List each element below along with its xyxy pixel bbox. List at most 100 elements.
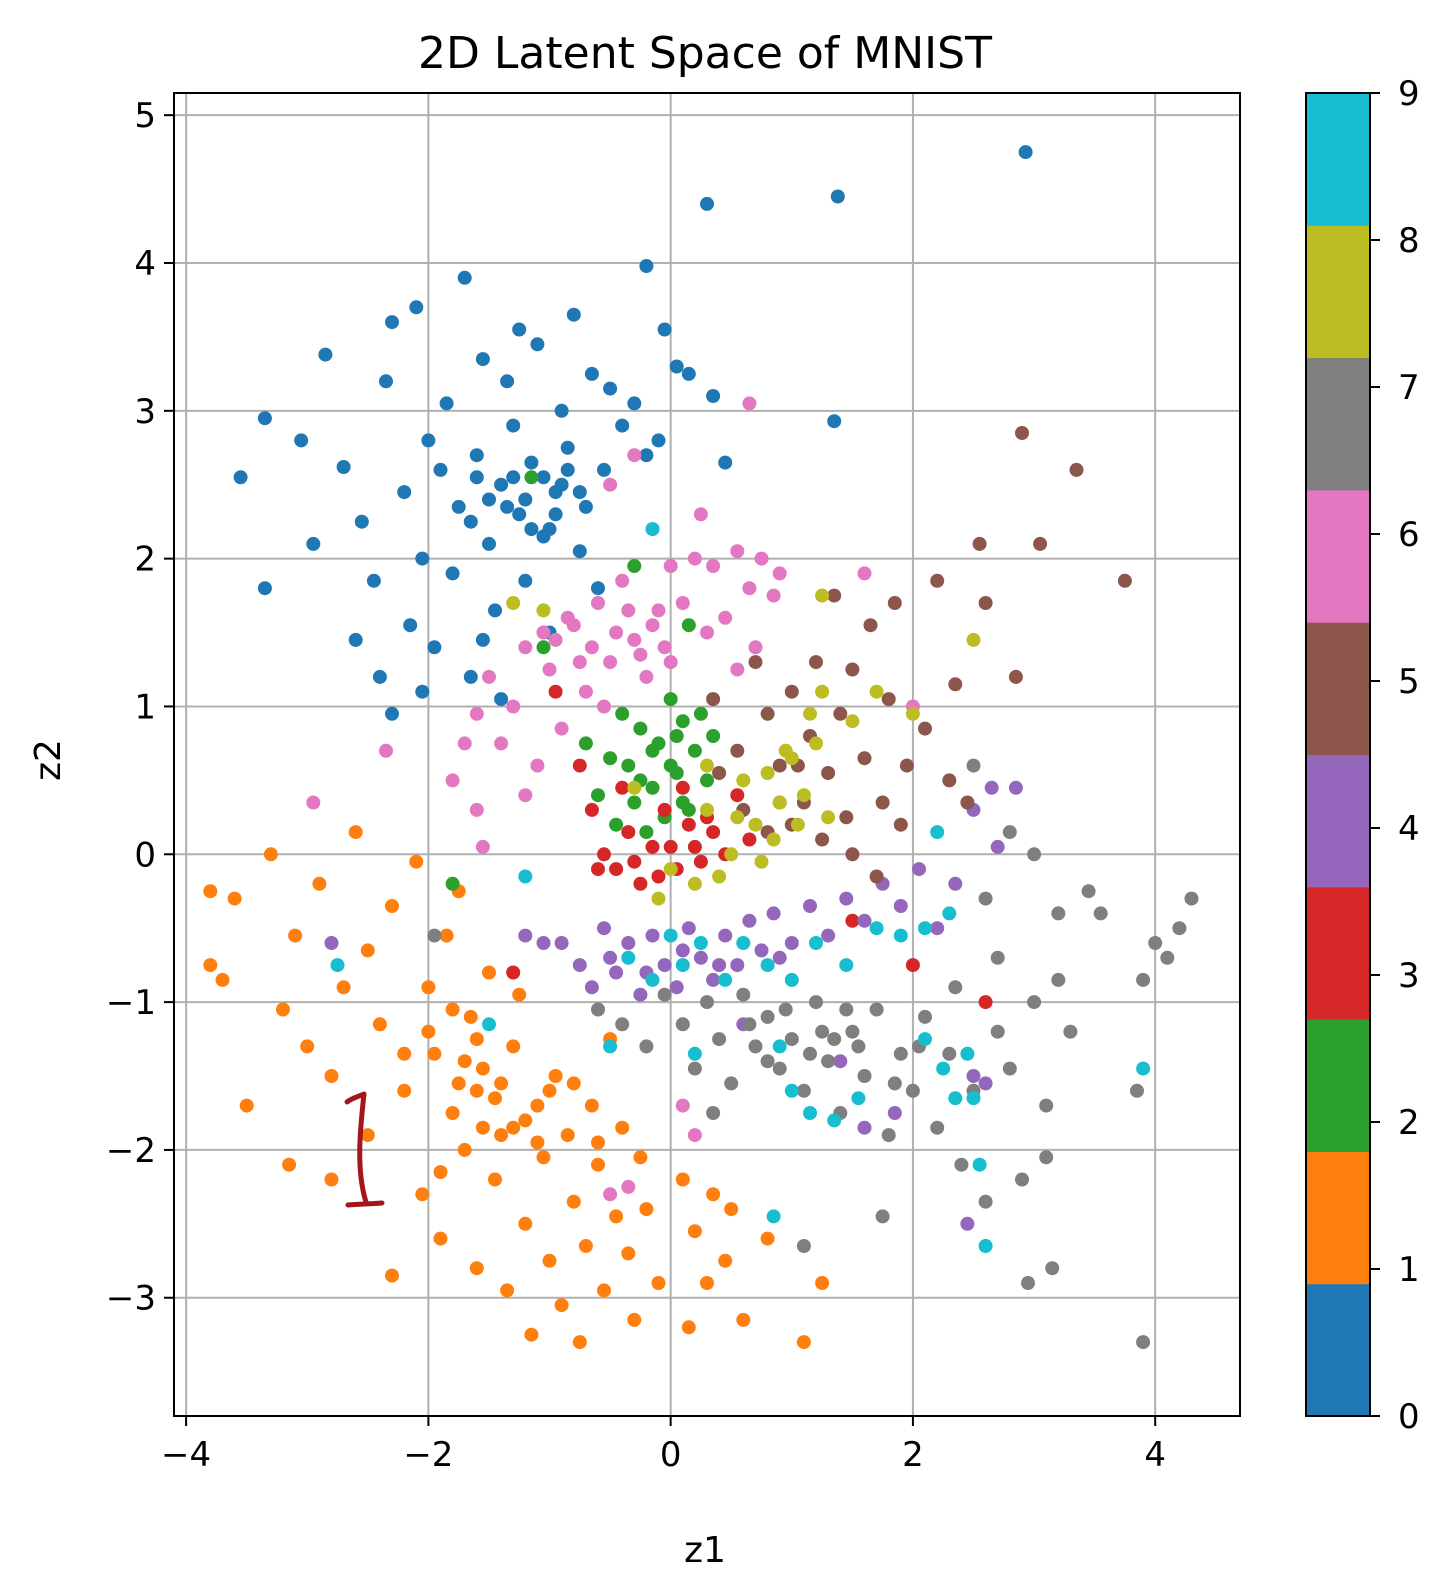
data-point-digit-6: [730, 544, 745, 559]
data-point-digit-7: [1136, 972, 1151, 987]
data-point-digit-3: [730, 788, 745, 803]
colorbar: 0 1 2 3 4 5 6 7 8 9: [1305, 74, 1420, 1437]
data-point-digit-7: [803, 1046, 817, 1061]
data-point-digit-6: [572, 655, 587, 670]
data-point-digit-4: [966, 1069, 981, 1083]
data-point-digit-6: [542, 662, 557, 677]
data-point-digit-5: [833, 706, 848, 721]
data-point-digit-6: [457, 736, 472, 751]
data-point-digit-6: [548, 632, 563, 647]
data-point-digit-5: [1117, 573, 1132, 588]
data-point-digit-6: [742, 396, 757, 411]
data-point-digit-9: [603, 1039, 618, 1054]
data-point-digit-1: [215, 972, 230, 987]
colorbar-tick-label: 9: [1398, 74, 1420, 114]
data-point-digit-9: [803, 1106, 817, 1120]
data-point-digit-7: [930, 1120, 945, 1135]
data-point-digit-8: [736, 773, 751, 788]
data-point-digit-6: [615, 573, 630, 588]
data-point-digit-7: [591, 1002, 605, 1017]
data-point-digit-0: [469, 470, 484, 485]
data-point-digit-2: [633, 721, 648, 736]
data-point-digit-6: [706, 559, 721, 573]
data-point-digit-0: [482, 492, 496, 507]
data-point-digit-0: [578, 499, 593, 514]
data-point-digit-0: [421, 433, 436, 448]
data-point-digit-0: [681, 366, 696, 381]
x-tick-label: −2: [403, 1435, 453, 1475]
data-point-digit-2: [706, 729, 721, 743]
data-point-digit-4: [930, 921, 945, 936]
data-point-digit-0: [415, 551, 430, 566]
data-point-digit-0: [518, 492, 533, 507]
data-point-digit-4: [706, 972, 721, 987]
data-point-digit-3: [693, 854, 708, 869]
data-point-digit-8: [748, 817, 763, 832]
data-point-digit-1: [409, 854, 424, 869]
data-point-digit-7: [1063, 1024, 1078, 1039]
data-point-digit-5: [748, 655, 763, 670]
data-point-digit-7: [1039, 1150, 1054, 1165]
data-point-digit-7: [978, 891, 993, 906]
data-point-digit-5: [893, 817, 908, 832]
data-point-digit-1: [372, 1017, 387, 1032]
data-point-digit-9: [784, 1083, 799, 1098]
colorbar-segment-0: [1306, 1283, 1370, 1417]
data-point-digit-5: [784, 684, 799, 699]
data-point-digit-7: [990, 950, 1005, 965]
data-point-digit-0: [257, 411, 272, 426]
colorbar-segment-8: [1306, 225, 1370, 359]
data-point-digit-1: [687, 1224, 702, 1239]
data-point-digit-7: [881, 1128, 896, 1143]
data-point-digit-7: [687, 1061, 702, 1076]
data-point-digit-3: [621, 825, 636, 840]
data-point-digit-1: [494, 1128, 509, 1143]
data-point-digit-3: [609, 862, 624, 877]
data-point-digit-6: [584, 640, 599, 655]
data-point-digit-6: [742, 581, 757, 596]
data-point-digit-5: [978, 596, 993, 610]
data-point-digit-1: [263, 847, 278, 862]
data-point-digit-0: [603, 381, 618, 396]
data-point-digit-9: [518, 869, 533, 884]
data-point-digit-8: [845, 714, 860, 729]
data-point-digit-3: [645, 839, 660, 854]
data-point-digit-1: [324, 1172, 339, 1187]
data-point-digit-7: [748, 1039, 763, 1054]
data-point-digit-1: [397, 1046, 412, 1061]
data-point-digit-0: [385, 315, 399, 330]
data-point-digit-1: [518, 1216, 533, 1231]
data-point-digit-1: [385, 899, 399, 913]
data-point-digit-3: [978, 995, 993, 1010]
data-point-digit-7: [706, 1106, 721, 1120]
data-point-digit-6: [609, 625, 624, 640]
y-tick-label: −3: [106, 1279, 156, 1319]
data-point-digit-2: [693, 706, 708, 721]
data-point-digit-3: [657, 802, 672, 817]
data-point-digit-6: [379, 743, 393, 758]
data-point-digit-4: [609, 965, 624, 980]
data-point-digit-1: [203, 884, 218, 899]
data-point-digit-7: [1136, 1335, 1151, 1350]
data-point-digit-0: [451, 499, 466, 514]
data-point-digit-0: [433, 462, 448, 477]
data-point-digit-4: [833, 1054, 848, 1069]
data-point-digit-7: [809, 995, 823, 1010]
data-point-digit-1: [385, 1268, 399, 1283]
data-point-digit-8: [724, 847, 739, 862]
data-point-digit-8: [815, 684, 830, 699]
data-point-digit-3: [584, 802, 599, 817]
data-point-digit-5: [1069, 462, 1084, 477]
data-point-digit-2: [681, 618, 696, 633]
data-point-digit-4: [784, 936, 799, 950]
data-point-digit-6: [554, 721, 569, 736]
data-point-digit-0: [700, 196, 714, 211]
data-point-digit-1: [542, 1083, 557, 1098]
colorbar-tick-label: 4: [1398, 809, 1420, 849]
data-point-digit-4: [554, 936, 569, 950]
data-point-digit-0: [524, 455, 539, 470]
data-point-digit-1: [469, 1261, 484, 1276]
data-point-digit-0: [257, 581, 272, 596]
data-point-digit-1: [324, 1069, 339, 1083]
data-point-digit-1: [469, 1083, 484, 1098]
